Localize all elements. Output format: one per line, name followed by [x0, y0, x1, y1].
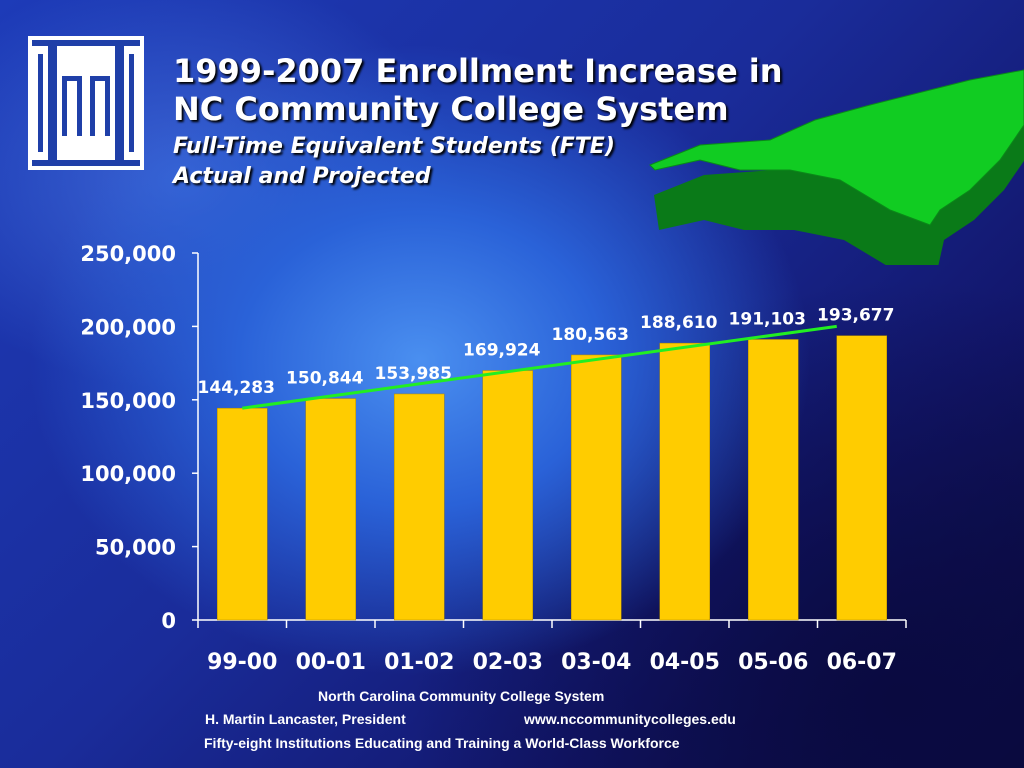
data-label: 193,677	[817, 306, 894, 326]
x-tick-label: 99-00	[207, 650, 277, 675]
y-tick-label: 0	[161, 609, 176, 633]
x-tick-label: 02-03	[473, 650, 543, 675]
x-tick-label: 05-06	[738, 650, 808, 675]
bar	[482, 370, 533, 621]
x-tick-label: 01-02	[384, 650, 454, 675]
x-tick-label: 00-01	[296, 650, 366, 675]
page-subtitle-line2: Actual and Projected	[173, 164, 431, 189]
page-subtitle-line1: Full-Time Equivalent Students (FTE)	[173, 134, 615, 159]
y-tick-label: 100,000	[80, 462, 176, 486]
y-tick-label: 150,000	[80, 389, 176, 413]
y-tick-label: 250,000	[80, 242, 176, 266]
bar	[836, 335, 887, 621]
bar	[217, 407, 268, 621]
data-label: 191,103	[729, 309, 806, 329]
bar	[571, 354, 622, 621]
bar	[394, 393, 445, 621]
data-label: 150,844	[286, 369, 364, 389]
y-tick-label: 200,000	[80, 315, 176, 339]
data-labels: 144,283 150,844 153,985 169,924 180,563 188,6…	[198, 306, 895, 399]
x-axis: 99-00 00-01 01-02 02-03 03-04 04-05 05-06 06-07	[197, 619, 907, 675]
north-carolina-map	[649, 69, 1024, 265]
title-block: 1999-2007 Enrollment Increase in NC Comm…	[173, 52, 783, 192]
footer-organization: North Carolina Community College System	[318, 688, 605, 704]
data-label: 153,985	[375, 364, 452, 384]
y-axis: 0 50,000 100,000 150,000 200,000 250,000	[80, 242, 199, 633]
bars	[217, 335, 887, 621]
data-label: 180,563	[552, 325, 629, 345]
nc-community-college-logo	[28, 36, 144, 170]
footer-website: www.nccommunitycolleges.edu	[524, 711, 736, 727]
x-tick-label: 04-05	[650, 650, 720, 675]
bar	[659, 342, 710, 621]
nc-map-top	[649, 69, 1024, 226]
trendline	[242, 324, 837, 410]
page-title-line1: 1999-2007 Enrollment Increase in	[173, 52, 783, 90]
trendline-line	[242, 324, 837, 410]
data-label: 188,610	[640, 313, 718, 333]
x-tick-label: 06-07	[827, 650, 897, 675]
x-tick-label: 03-04	[561, 650, 631, 675]
footer-president: H. Martin Lancaster, President	[205, 711, 406, 727]
page-title-line2: NC Community College System	[173, 90, 729, 128]
data-label: 144,283	[198, 378, 275, 398]
bar	[305, 398, 356, 621]
data-label: 169,924	[463, 341, 541, 361]
footer-tagline: Fifty-eight Institutions Educating and T…	[204, 735, 680, 751]
bar	[748, 339, 799, 621]
y-tick-label: 50,000	[95, 536, 176, 560]
